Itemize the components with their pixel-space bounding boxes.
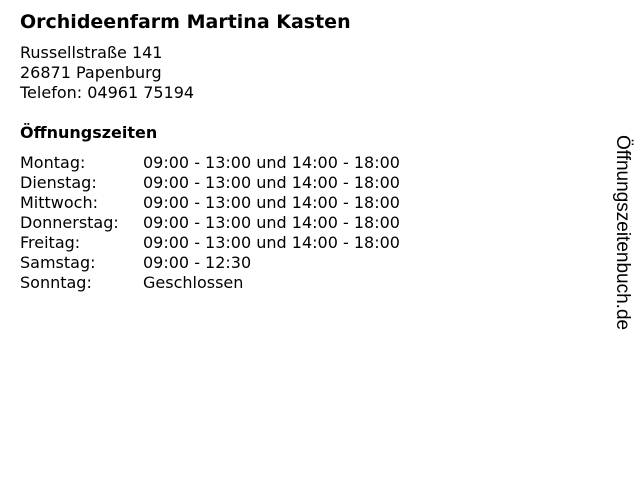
hours-row: Freitag: 09:00 - 13:00 und 14:00 - 18:00 [20,233,400,253]
hours-row: Dienstag: 09:00 - 13:00 und 14:00 - 18:00 [20,173,400,193]
phone: Telefon: 04961 75194 [20,83,195,102]
hours-row: Donnerstag: 09:00 - 13:00 und 14:00 - 18:… [20,213,400,233]
time: 09:00 - 13:00 und 14:00 - 18:00 [143,153,400,172]
street: Russellstraße 141 [20,43,163,62]
time: Geschlossen [143,273,244,292]
hours-heading: Öffnungszeiten [20,123,158,142]
city: 26871 Papenburg [20,63,162,82]
day: Montag: [20,153,86,172]
time: 09:00 - 13:00 und 14:00 - 18:00 [143,193,400,212]
time: 09:00 - 13:00 und 14:00 - 18:00 [143,213,400,232]
address-block: Russellstraße 141 26871 Papenburg Telefo… [20,43,194,103]
day: Mittwoch: [20,193,98,212]
hours-row: Montag: 09:00 - 13:00 und 14:00 - 18:00 [20,153,400,173]
day: Sonntag: [20,273,92,292]
site-label: Öffnungszeitenbuch.de [612,135,633,331]
day: Freitag: [20,233,81,252]
hours-row: Mittwoch: 09:00 - 13:00 und 14:00 - 18:00 [20,193,400,213]
time: 09:00 - 13:00 und 14:00 - 18:00 [143,173,400,192]
time: 09:00 - 12:30 [143,253,252,272]
business-name: Orchideenfarm Martina Kasten [20,11,351,33]
time: 09:00 - 13:00 und 14:00 - 18:00 [143,233,400,252]
hours-row: Sonntag: Geschlossen [20,273,400,293]
day: Samstag: [20,253,96,272]
hours-row: Samstag: 09:00 - 12:30 [20,253,400,273]
day: Donnerstag: [20,213,119,232]
day: Dienstag: [20,173,97,192]
hours-table: Montag: 09:00 - 13:00 und 14:00 - 18:00 D… [20,153,400,293]
